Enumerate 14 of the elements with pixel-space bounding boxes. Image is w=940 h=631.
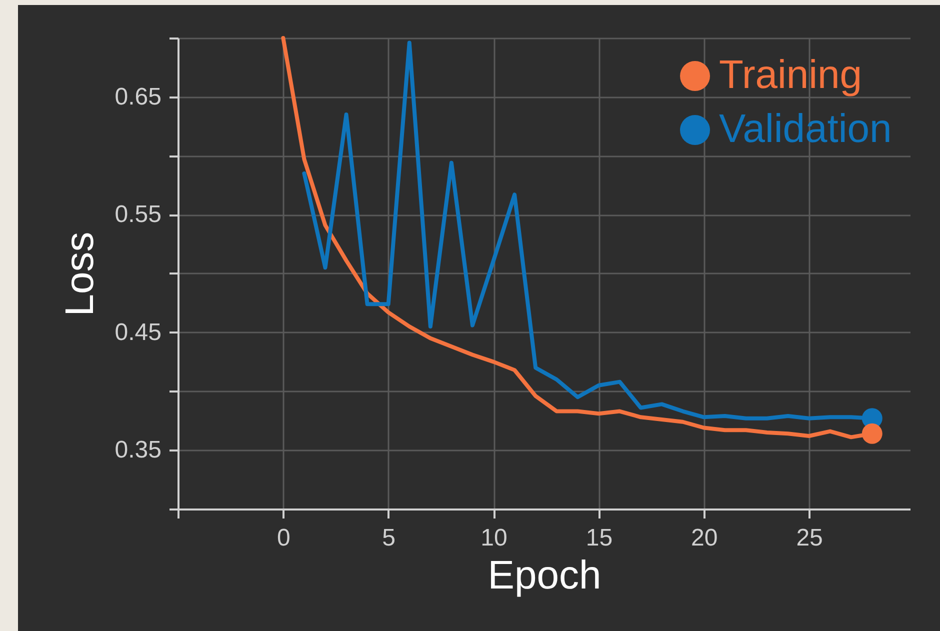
x-tick-label: 0 — [276, 524, 290, 552]
y-axis-title: Loss — [58, 232, 102, 316]
y-tick-label: 0.45 — [114, 318, 162, 346]
y-tick-label: 0.35 — [114, 436, 162, 464]
x-tick-label: 5 — [382, 524, 396, 552]
x-axis-title: Epoch — [488, 554, 602, 598]
x-tick-label: 25 — [796, 524, 823, 552]
legend-label: Training — [719, 53, 862, 97]
y-tick-label: 0.55 — [114, 201, 162, 228]
legend-label: Validation — [719, 107, 892, 151]
x-tick-label: 20 — [691, 524, 718, 552]
y-tick-label: 0.65 — [114, 83, 162, 110]
x-tick-label: 15 — [586, 524, 613, 552]
x-tick-label: 10 — [480, 524, 508, 552]
